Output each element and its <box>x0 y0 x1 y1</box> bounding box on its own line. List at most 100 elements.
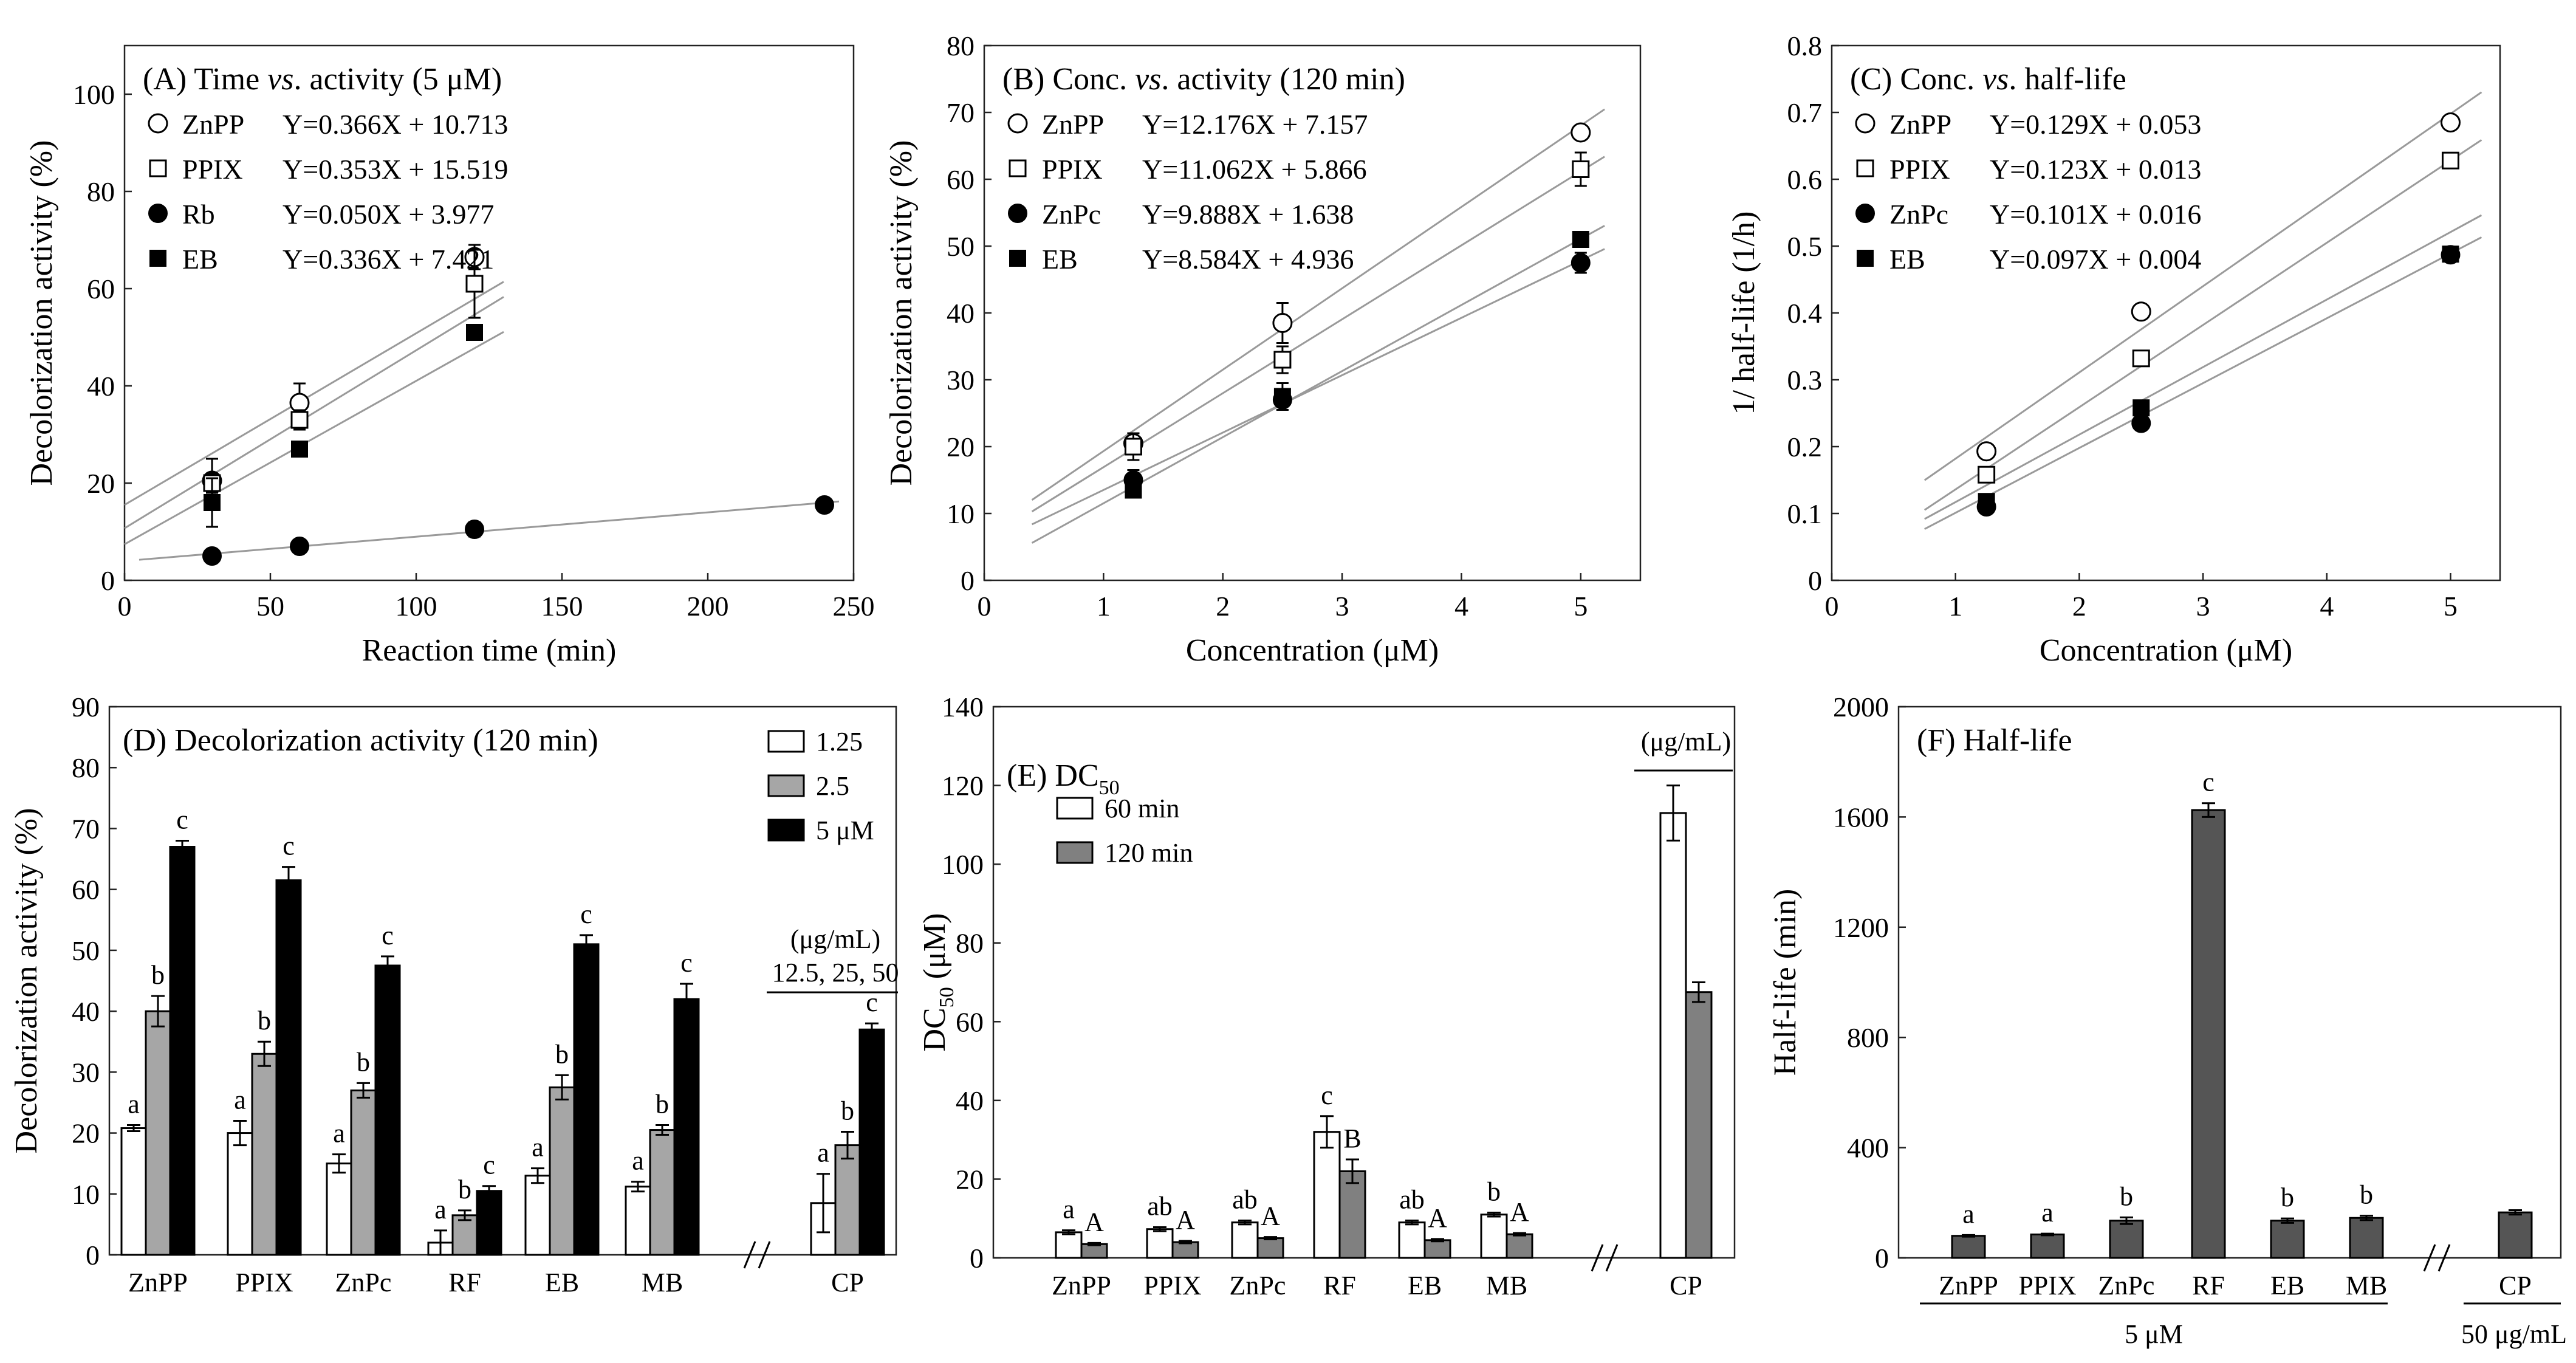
x-category-label: ZnPc <box>1230 1271 1286 1300</box>
y-tick-label: 400 <box>1847 1133 1889 1164</box>
fit-line <box>124 281 504 506</box>
significance-letter: A <box>1261 1201 1280 1231</box>
data-point <box>149 159 167 177</box>
fit-line <box>1923 91 2482 481</box>
legend-entry: PPIX <box>182 154 243 185</box>
x-tick-label: 2 <box>2072 591 2086 622</box>
legend-entry: ZnPc <box>1042 199 1101 230</box>
data-point <box>1571 122 1591 143</box>
data-point <box>1009 250 1026 267</box>
x-category-label: RF <box>448 1268 481 1297</box>
significance-letter: b <box>151 960 165 990</box>
significance-letter: b <box>841 1096 854 1126</box>
fit-line <box>139 500 840 561</box>
bar <box>1146 1228 1174 1259</box>
y-tick-label: 1200 <box>1833 912 1889 943</box>
significance-letter: b <box>458 1175 471 1204</box>
y-tick-label: 30 <box>947 365 975 396</box>
y-tick-label: 60 <box>87 273 115 304</box>
bar <box>1398 1221 1426 1259</box>
y-tick-label: 120 <box>942 771 984 802</box>
group-note: (μg/mL) <box>1641 727 1731 757</box>
x-axis-label: Reaction time (min) <box>362 633 617 668</box>
bar <box>1423 1239 1451 1259</box>
title-part: . half-life <box>2009 62 2126 97</box>
legend-entry: EB <box>1042 244 1078 275</box>
data-point <box>1855 113 1875 134</box>
axis-break-mark <box>1605 1244 1619 1272</box>
bar <box>1659 812 1687 1259</box>
chart-title: (D) Decolorization activity (120 min) <box>123 723 598 758</box>
chart-title: (F) Half-life <box>1917 723 2072 758</box>
axis-break-mark <box>1591 1244 1604 1272</box>
legend-entry: 5 μM <box>816 815 874 845</box>
x-tick-label: 150 <box>541 591 583 622</box>
data-point <box>1976 441 1997 462</box>
y-tick-label: 0 <box>961 565 975 596</box>
y-tick-label: 80 <box>956 928 984 959</box>
legend-equation: Y=8.584X + 4.936 <box>1142 244 1354 275</box>
title-part: (C) Conc. <box>1850 62 1982 97</box>
y-tick-label: 70 <box>72 813 100 844</box>
y-tick-label: 0 <box>1808 565 1822 596</box>
significance-letter: c <box>283 831 295 861</box>
title-subscript: 50 <box>1099 777 1120 799</box>
data-point <box>1009 159 1027 177</box>
x-category-label: ZnPP <box>1939 1271 1998 1300</box>
x-tick-label: 50 <box>256 591 284 622</box>
x-category-label: MB <box>1486 1271 1527 1300</box>
significance-letter: b <box>2281 1183 2294 1212</box>
legend-equation: Y=9.888X + 1.638 <box>1142 199 1354 230</box>
bar <box>1055 1231 1083 1259</box>
bar <box>1231 1221 1259 1259</box>
y-tick-label: 20 <box>947 431 975 462</box>
bar <box>2191 809 2226 1259</box>
bar <box>1338 1170 1366 1259</box>
significance-letter: a <box>333 1119 345 1148</box>
x-tick-label: 5 <box>2444 591 2458 622</box>
data-point <box>1856 159 1874 177</box>
bar <box>2270 1220 2305 1259</box>
axis-break-mark <box>743 1241 756 1269</box>
x-category-label: CP <box>1670 1271 1702 1300</box>
bar <box>834 1144 861 1256</box>
data-point <box>1008 204 1027 223</box>
fit-line <box>1923 139 2482 511</box>
bar <box>350 1089 377 1256</box>
x-category-label: ZnPP <box>1052 1271 1111 1300</box>
bar <box>169 846 196 1256</box>
y-tick-label: 800 <box>1847 1022 1889 1053</box>
legend-entry: 1.25 <box>816 727 863 757</box>
data-point <box>1125 481 1142 499</box>
panel-a: 0 20 40 60 80 100 0 50 100 150 200 250 Reaction time… <box>24 44 875 668</box>
significance-letter: a <box>234 1085 246 1115</box>
y-tick-label: 60 <box>947 164 975 195</box>
y-tick-label: 0.7 <box>1787 97 1823 128</box>
bar <box>625 1186 651 1256</box>
x-tick-label: 4 <box>2320 591 2334 622</box>
bar <box>2109 1220 2144 1259</box>
fit-line <box>124 331 504 545</box>
significance-letter: A <box>1176 1205 1195 1235</box>
x-category-label: EB <box>1408 1271 1442 1300</box>
bar <box>275 879 302 1256</box>
panel-f: 0 400 800 1200 1600 2000 a ZnPP a PPIX b ZnPc c RF b EB… <box>1768 692 2567 1349</box>
x-category-label: MB <box>642 1268 683 1297</box>
y-tick-label: 0.3 <box>1787 365 1823 396</box>
y-tick-label: 70 <box>947 97 975 128</box>
legend-swatch <box>767 774 805 797</box>
significance-letter: A <box>1510 1197 1529 1227</box>
bar <box>2498 1211 2533 1259</box>
axis-break-mark <box>2437 1244 2451 1272</box>
title-part: (B) Conc. <box>1002 62 1135 97</box>
significance-letter: b <box>555 1039 569 1069</box>
data-point <box>1273 351 1292 369</box>
x-category-label: PPIX <box>2018 1271 2076 1300</box>
bar <box>227 1132 253 1256</box>
significance-letter: c <box>382 921 394 950</box>
x-category-label: CP <box>831 1268 864 1297</box>
data-point <box>291 441 308 458</box>
title-part: (A) Time <box>143 62 267 97</box>
legend-entry: Rb <box>182 199 215 230</box>
y-tick-label: 1600 <box>1833 802 1889 833</box>
